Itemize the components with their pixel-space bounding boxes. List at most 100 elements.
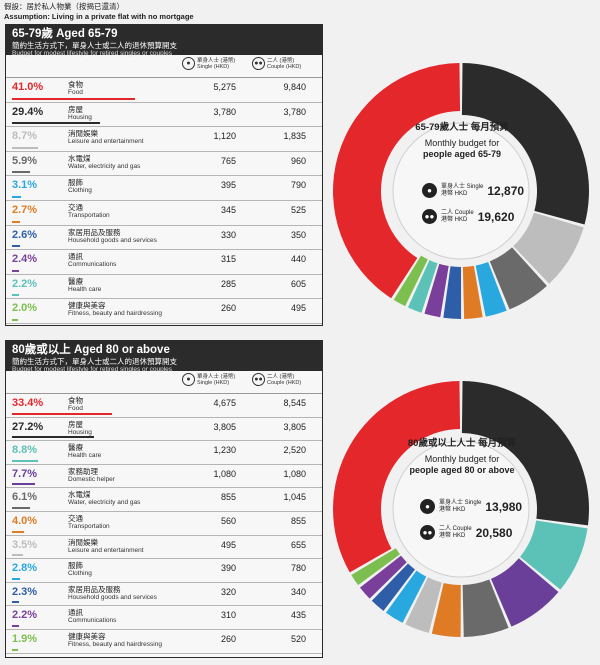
- budget-rows: 33.4% 食物 Food 4,675 8,545 27.2% 房屋 Housing 3,805…: [6, 394, 322, 654]
- couple-column-header: ●● 二人 (港幣) Couple (HKD): [252, 57, 310, 70]
- assumption-zh: 假設：居於私人物業（按揭已還清）: [4, 2, 124, 11]
- pie-slice-communications: [424, 263, 449, 318]
- pie-slice-clothing: [385, 570, 427, 623]
- center-en-1: Monthly budget for: [424, 454, 500, 464]
- pie-slice-household-goods-and-services: [443, 266, 462, 319]
- row-category-en: Housing: [68, 113, 92, 121]
- row-percent: 3.5%: [12, 538, 38, 551]
- center-title-zh: 80歲或以上人士 每月預算: [407, 438, 517, 449]
- row-single-value: 345: [220, 204, 236, 215]
- person-icon: ●: [182, 57, 195, 70]
- row-couple-value: 790: [290, 180, 306, 191]
- center-couple-budget: ●● 二人 Couple 港幣 HKD 19,620: [422, 209, 514, 224]
- row-single-value: 1,080: [213, 468, 236, 479]
- panel-subtitle-zh: 簡約生活方式下，單身人士或二人的退休預算開支: [12, 357, 177, 366]
- assumption-note: 假設：居於私人物業（按揭已還清） Assumption: Living in a…: [4, 2, 194, 22]
- row-category-zh: 家務助理: [68, 466, 98, 476]
- row-couple-value: 520: [290, 633, 306, 644]
- row-single-value: 260: [220, 633, 236, 644]
- row-couple-value: 8,545: [283, 398, 306, 408]
- row-percent-bar: [12, 146, 39, 149]
- row-couple-value: 655: [290, 539, 306, 550]
- table-row: 2.3% 家居用品及服務 Household goods and services 3…: [6, 583, 322, 607]
- donut-chart-65-79: [333, 63, 589, 319]
- row-category-en: Domestic helper: [68, 475, 115, 483]
- chart-center-65-79: 65-79歲人士 每月預算 Monthly budget for people …: [400, 122, 524, 160]
- single-column-header: ● 單身人士 (港幣) Single (HKD): [182, 373, 240, 386]
- table-row: 8.8% 醫療 Health care 1,230 2,520: [6, 441, 322, 465]
- row-couple-value: 435: [290, 610, 306, 621]
- row-percent-bar: [12, 171, 30, 174]
- row-percent: 33.4%: [12, 397, 44, 409]
- row-category-en: Transportation: [68, 522, 110, 530]
- table-row: 2.0% 健康與美容 Fitness, beauty and hairdressin…: [6, 299, 322, 324]
- row-category-zh: 服飾: [68, 561, 83, 571]
- row-couple-value: 1,045: [283, 492, 306, 503]
- assumption-en: Assumption: Living in a private flat wit…: [4, 12, 194, 21]
- row-category-zh: 消閒娛樂: [68, 537, 98, 547]
- row-single-value: 395: [220, 180, 236, 191]
- center-en-1: Monthly budget for: [424, 138, 500, 148]
- table-row: 7.7% 家務助理 Domestic helper 1,080 1,080: [6, 465, 322, 489]
- center-couple-budget: ●● 二人 Couple 港幣 HKD 20,580: [420, 525, 512, 540]
- pie-slice-household-goods-and-services: [371, 563, 415, 611]
- row-single-value: 5,275: [213, 82, 236, 92]
- table-row: 2.2% 醫療 Health care 285 605: [6, 275, 322, 300]
- center-en-2: people aged 80 or above: [409, 465, 515, 475]
- row-couple-value: 1,080: [283, 468, 306, 479]
- row-category-en: Household goods and services: [68, 593, 157, 601]
- row-category-zh: 房屋: [68, 104, 83, 114]
- person-icon: ●: [420, 499, 435, 514]
- table-row: 3.1% 服飾 Clothing 395 790: [6, 176, 322, 201]
- row-category-zh: 家居用品及服務: [68, 584, 121, 594]
- row-percent-bar: [12, 648, 18, 651]
- budget-table-80-plus: 80歲或以上 Aged 80 or above 簡約生活方式下，單身人士或二人的…: [5, 340, 323, 658]
- row-couple-value: 340: [290, 586, 306, 597]
- pie-slice-domestic-helper: [490, 558, 559, 627]
- budget-table-65-79: 65-79歲 Aged 65-79 簡約生活方式下，單身人士或二人的退休預算開支…: [5, 24, 323, 326]
- row-percent: 2.4%: [12, 253, 38, 266]
- pie-slice-water-electricity-and-gas: [462, 579, 509, 637]
- row-percent: 3.1%: [12, 179, 38, 192]
- row-category-en: Food: [68, 89, 83, 96]
- row-category-en: Household goods and services: [68, 236, 157, 244]
- row-percent: 2.2%: [12, 277, 38, 290]
- row-percent-bar: [12, 412, 113, 415]
- row-single-value: 310: [220, 610, 236, 621]
- row-percent-bar: [12, 318, 18, 321]
- row-category-zh: 交通: [68, 202, 83, 212]
- row-percent: 2.0%: [12, 302, 38, 315]
- table-row: 29.4% 房屋 Housing 3,780 3,780: [6, 103, 322, 128]
- row-percent-bar: [12, 269, 20, 272]
- row-percent: 6.1%: [12, 491, 38, 504]
- row-couple-value: 9,840: [283, 82, 306, 92]
- pie-slice-transportation: [462, 265, 483, 319]
- single-column-header: ● 單身人士 (港幣) Single (HKD): [182, 57, 240, 70]
- pie-slice-fitness-beauty-and-hairdressing: [351, 548, 400, 586]
- row-percent: 27.2%: [12, 420, 44, 433]
- row-couple-value: 350: [290, 229, 306, 240]
- row-couple-value: 780: [290, 563, 306, 574]
- row-single-value: 285: [220, 278, 236, 289]
- row-percent-bar: [12, 601, 19, 604]
- table-row: 41.0% 食物 Food 5,275 9,840: [6, 78, 322, 103]
- row-couple-value: 2,520: [283, 445, 306, 456]
- table-row: 8.7% 消閒娛樂 Leisure and entertainment 1,120 1,…: [6, 127, 322, 152]
- row-category-en: Leisure and entertainment: [68, 138, 144, 146]
- row-category-zh: 交通: [68, 513, 83, 523]
- table-row: 5.9% 水電煤 Water, electricity and gas 765 960: [6, 152, 322, 177]
- row-single-value: 765: [220, 155, 236, 166]
- row-percent: 1.9%: [12, 632, 38, 645]
- pie-slice-leisure-and-entertainment: [513, 212, 584, 284]
- row-category-en: Clothing: [68, 187, 92, 195]
- panel-header: 80歲或以上 Aged 80 or above 簡約生活方式下，單身人士或二人的…: [6, 341, 322, 373]
- row-single-value: 1,230: [213, 445, 236, 456]
- pie-slice-health-care: [520, 520, 588, 590]
- row-category-zh: 健康與美容: [68, 631, 106, 641]
- panel-subtitle-en: Budget for modest lifestyle for retired …: [12, 50, 173, 57]
- row-category-zh: 食物: [68, 396, 83, 405]
- row-couple-value: 525: [290, 204, 306, 215]
- row-couple-value: 960: [290, 155, 306, 166]
- table-row: 33.4% 食物 Food 4,675 8,545: [6, 394, 322, 418]
- pie-slice-clothing: [475, 261, 507, 317]
